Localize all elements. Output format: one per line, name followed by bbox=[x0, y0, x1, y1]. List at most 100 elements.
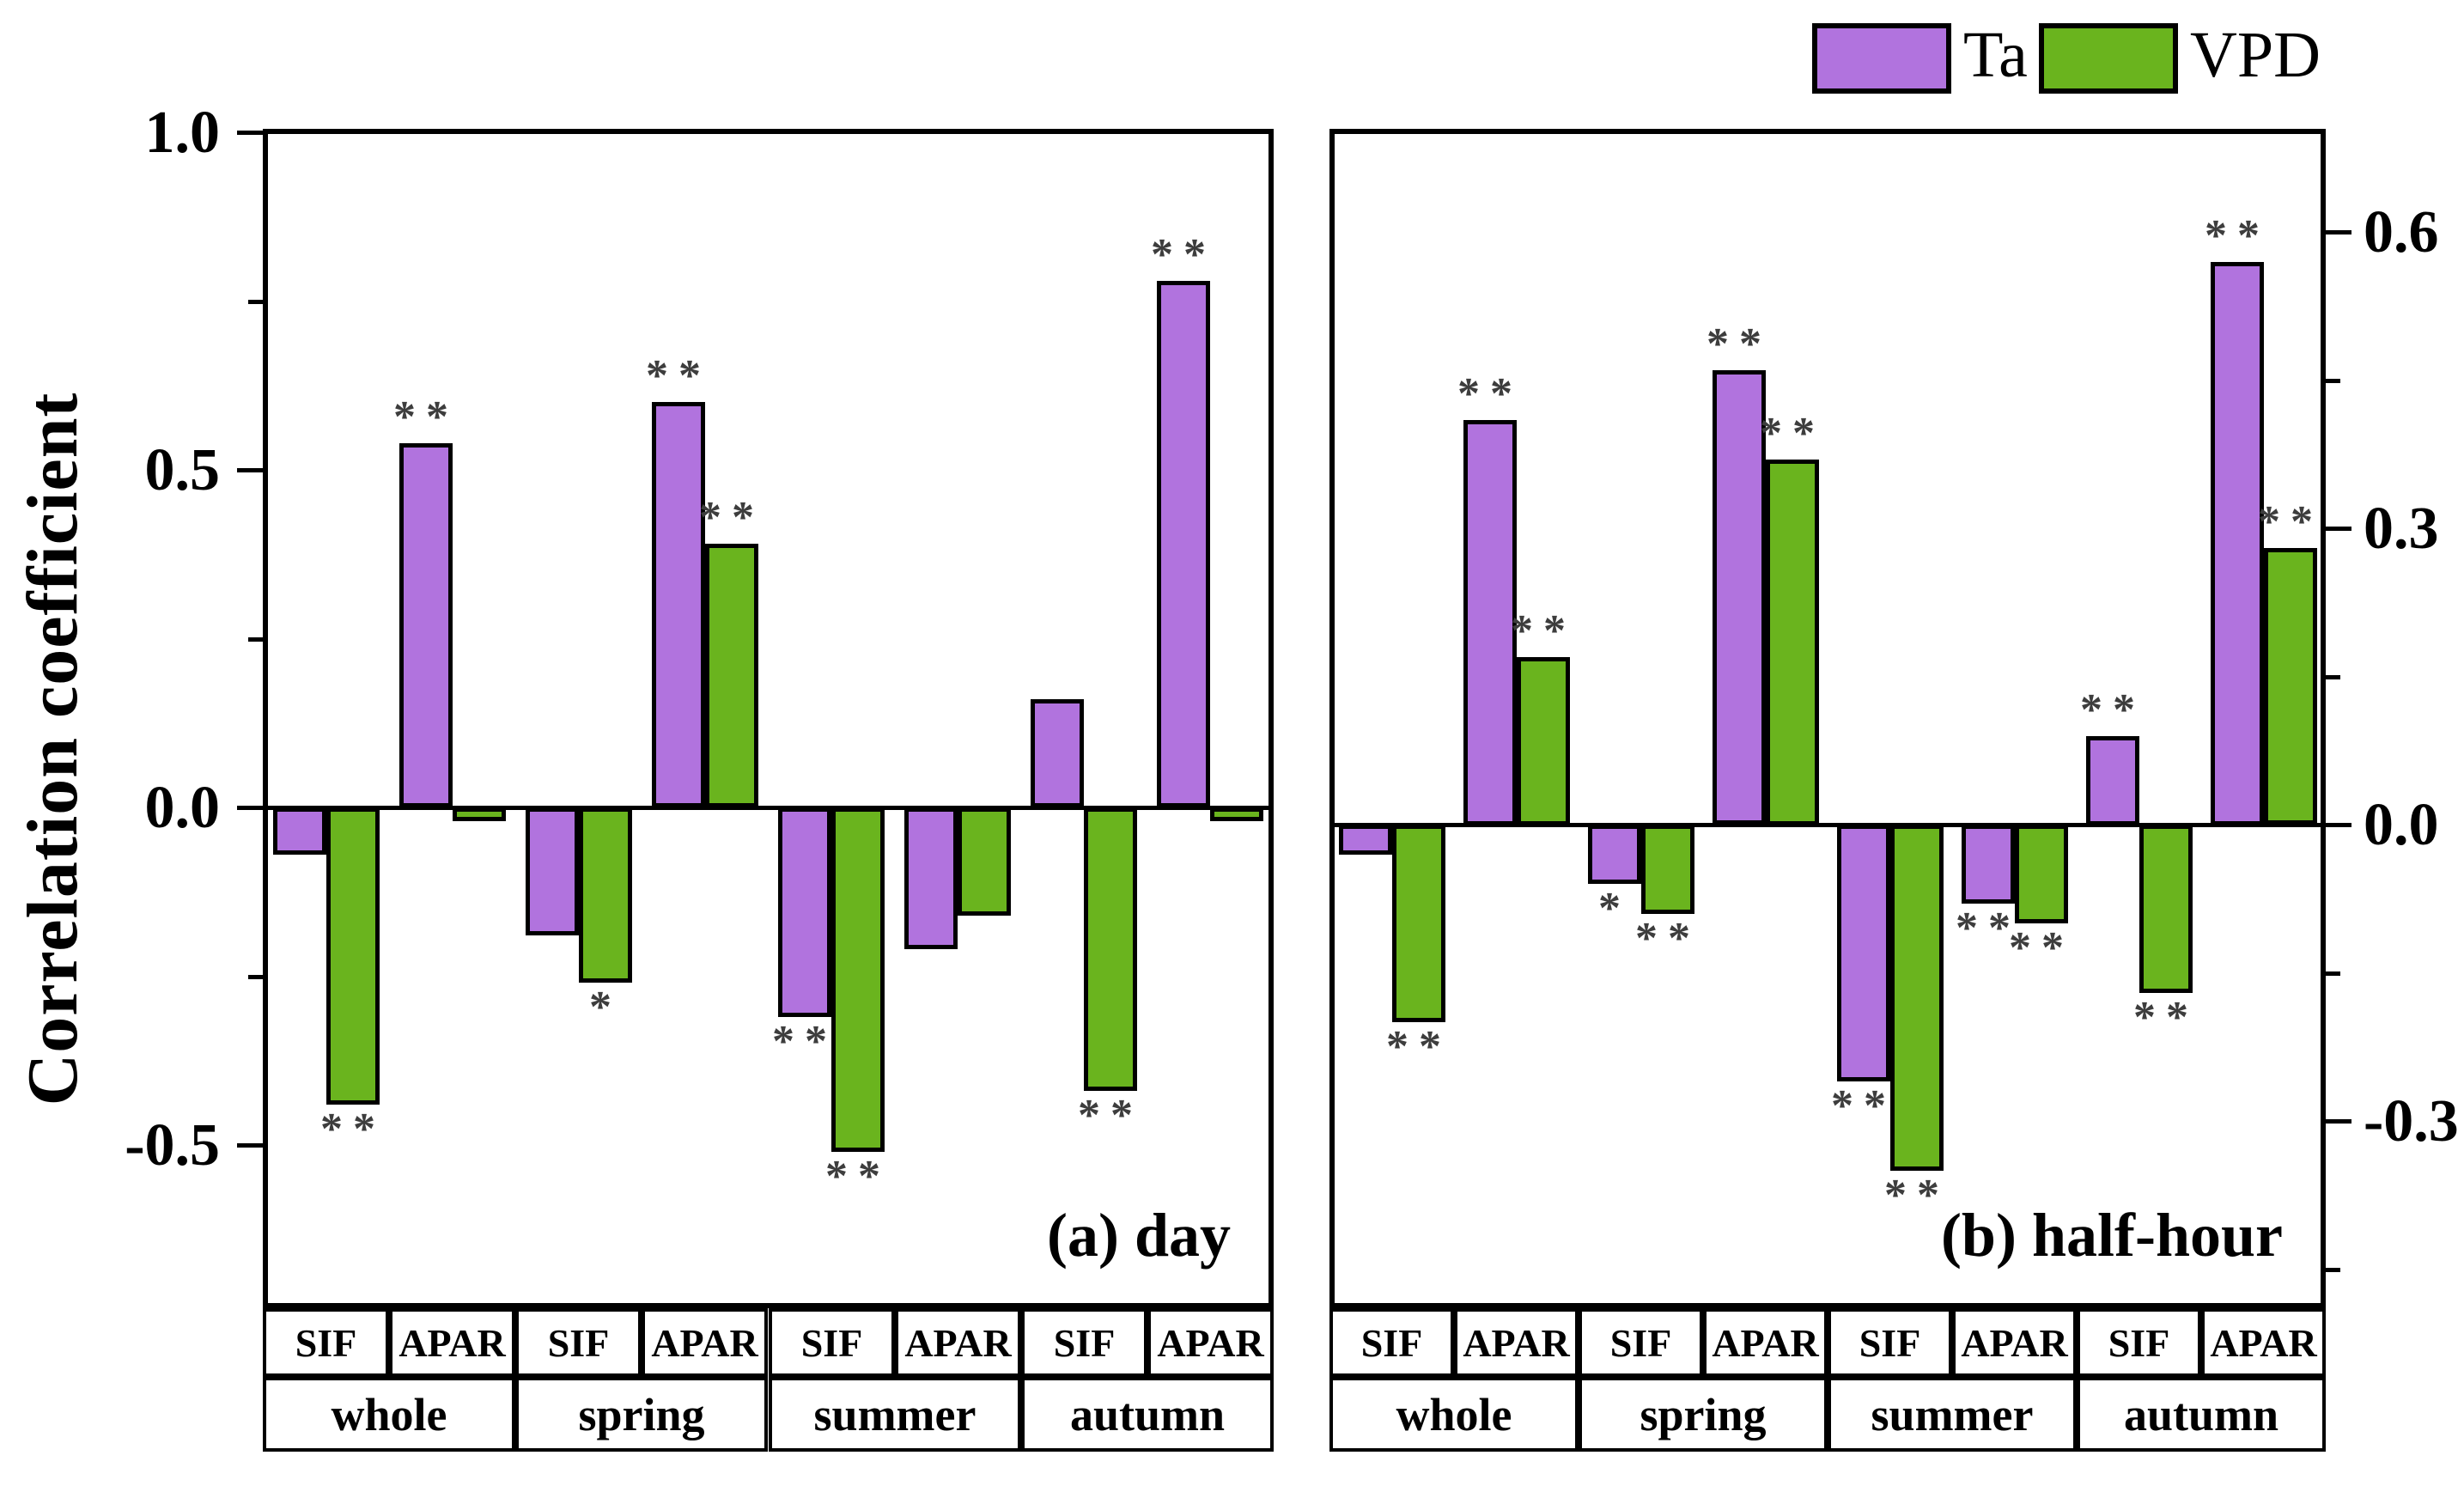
sig-b-summer-apar-ta: ** bbox=[1956, 904, 2021, 953]
bar-b-autumn-sif-vpd bbox=[2139, 825, 2193, 993]
sig-a-autumn-sif-vpd: ** bbox=[1078, 1091, 1143, 1140]
y-tick-label: 0.3 bbox=[2364, 496, 2439, 562]
bar-a-whole-apar-ta bbox=[399, 443, 453, 807]
sig-b-autumn-sif-ta: ** bbox=[2080, 685, 2145, 734]
panel-caption-b: (b) half-hour bbox=[1940, 1201, 2283, 1270]
y-tick-label: -0.5 bbox=[125, 1112, 220, 1178]
y-tick-major bbox=[237, 806, 263, 810]
bar-b-summer-sif-vpd bbox=[1890, 825, 1944, 1171]
sig-a-spring-apar-vpd: ** bbox=[699, 493, 764, 542]
bar-b-autumn-apar-vpd bbox=[2264, 548, 2317, 825]
header-cell-a-sif: SIF bbox=[769, 1308, 895, 1377]
y-tick-major bbox=[2326, 823, 2351, 827]
y-tick-minor bbox=[248, 300, 263, 304]
bar-a-whole-apar-vpd bbox=[453, 807, 506, 821]
y-tick-major bbox=[237, 1143, 263, 1148]
header-cell-b-apar: APAR bbox=[1454, 1308, 1579, 1377]
y-tick-label: 0.5 bbox=[144, 437, 221, 503]
season-cell-a-spring: spring bbox=[515, 1377, 768, 1452]
bar-b-autumn-apar-ta bbox=[2211, 262, 2264, 825]
sig-a-spring-apar-ta: ** bbox=[646, 351, 711, 400]
sig-b-whole-apar-vpd: ** bbox=[1511, 606, 1576, 655]
bar-b-spring-apar-vpd bbox=[1766, 460, 1819, 825]
header-cell-a-sif: SIF bbox=[263, 1308, 389, 1377]
legend-swatch-vpd bbox=[2039, 23, 2178, 94]
bar-b-spring-sif-ta bbox=[1588, 825, 1641, 884]
bar-b-whole-apar-ta bbox=[1463, 420, 1517, 825]
header-cell-b-apar: APAR bbox=[1703, 1308, 1828, 1377]
y-tick-major bbox=[2326, 1119, 2351, 1124]
header-cell-b-sif: SIF bbox=[1329, 1308, 1454, 1377]
sig-b-summer-sif-vpd: ** bbox=[1884, 1171, 1950, 1220]
y-tick-major bbox=[237, 468, 263, 472]
season-cell-a-autumn: autumn bbox=[1021, 1377, 1274, 1452]
sig-a-summer-sif-ta: ** bbox=[772, 1017, 837, 1066]
header-cell-b-sif: SIF bbox=[1828, 1308, 1952, 1377]
bar-b-summer-apar-vpd bbox=[2015, 825, 2068, 923]
y-tick-major bbox=[237, 131, 263, 135]
sig-b-spring-apar-vpd: ** bbox=[1760, 409, 1825, 458]
legend-swatch-ta bbox=[1812, 23, 1951, 94]
header-cell-b-sif: SIF bbox=[1579, 1308, 1703, 1377]
bar-b-whole-sif-ta bbox=[1339, 825, 1392, 855]
panel-caption-a: (a) day bbox=[1047, 1201, 1231, 1270]
y-tick-label: 0.0 bbox=[144, 775, 221, 841]
bar-a-spring-apar-vpd bbox=[705, 544, 758, 807]
bar-a-whole-sif-ta bbox=[273, 807, 326, 855]
sig-b-autumn-sif-vpd: ** bbox=[2133, 993, 2199, 1042]
bar-a-spring-sif-ta bbox=[526, 807, 579, 935]
header-cell-a-apar: APAR bbox=[642, 1308, 768, 1377]
y-tick-minor bbox=[2326, 1268, 2340, 1272]
y-tick-label: 0.0 bbox=[2364, 792, 2439, 858]
sig-b-spring-sif-ta: * bbox=[1598, 884, 1631, 933]
bar-a-whole-sif-vpd bbox=[326, 807, 380, 1105]
y-tick-label: 0.6 bbox=[2364, 199, 2439, 265]
legend-label-vpd: VPD bbox=[2190, 19, 2321, 91]
bar-a-spring-sif-vpd bbox=[579, 807, 632, 983]
season-cell-a-whole: whole bbox=[263, 1377, 515, 1452]
sig-b-whole-apar-ta: ** bbox=[1457, 369, 1523, 418]
panel-a-frame bbox=[263, 129, 1274, 1308]
sig-b-summer-apar-vpd: ** bbox=[2009, 923, 2074, 972]
bar-a-summer-sif-vpd bbox=[831, 807, 885, 1152]
bar-b-spring-apar-ta bbox=[1713, 370, 1766, 825]
bar-a-autumn-apar-ta bbox=[1157, 281, 1210, 807]
bar-a-summer-apar-ta bbox=[904, 807, 958, 949]
y-tick-minor bbox=[2326, 379, 2340, 383]
legend-label-ta: Ta bbox=[1963, 19, 2028, 91]
header-cell-b-apar: APAR bbox=[1952, 1308, 2077, 1377]
y-tick-minor bbox=[2326, 675, 2340, 679]
season-cell-b-spring: spring bbox=[1579, 1377, 1828, 1452]
header-cell-a-sif: SIF bbox=[515, 1308, 642, 1377]
y-tick-label: -0.3 bbox=[2364, 1088, 2459, 1154]
bar-a-autumn-apar-vpd bbox=[1210, 807, 1263, 821]
bar-b-spring-sif-vpd bbox=[1641, 825, 1694, 914]
header-cell-b-sif: SIF bbox=[2077, 1308, 2201, 1377]
sig-b-summer-sif-ta: ** bbox=[1831, 1081, 1896, 1130]
bar-a-autumn-sif-ta bbox=[1031, 699, 1084, 807]
y-tick-major bbox=[2326, 230, 2351, 234]
header-cell-a-apar: APAR bbox=[389, 1308, 515, 1377]
sig-b-spring-sif-vpd: ** bbox=[1635, 914, 1700, 963]
season-cell-b-whole: whole bbox=[1329, 1377, 1579, 1452]
sig-a-autumn-apar-ta: ** bbox=[1151, 230, 1216, 279]
season-cell-b-autumn: autumn bbox=[2077, 1377, 2326, 1452]
bar-a-summer-apar-vpd bbox=[958, 807, 1011, 916]
season-cell-a-summer: summer bbox=[769, 1377, 1021, 1452]
y-axis-title: Correlation coefficient bbox=[13, 392, 93, 1106]
y-tick-minor bbox=[248, 637, 263, 642]
sig-a-whole-apar-ta: ** bbox=[393, 393, 459, 442]
sig-b-autumn-apar-vpd: ** bbox=[2258, 497, 2323, 546]
y-tick-major bbox=[2326, 527, 2351, 531]
sig-b-whole-sif-vpd: ** bbox=[1386, 1022, 1451, 1071]
bar-b-summer-apar-ta bbox=[1962, 825, 2015, 904]
sig-a-whole-sif-vpd: ** bbox=[320, 1105, 386, 1154]
y-tick-minor bbox=[2326, 971, 2340, 976]
sig-a-summer-sif-vpd: ** bbox=[825, 1152, 891, 1201]
bar-b-whole-sif-vpd bbox=[1392, 825, 1445, 1022]
bar-a-autumn-sif-vpd bbox=[1084, 807, 1137, 1091]
header-cell-b-apar: APAR bbox=[2201, 1308, 2326, 1377]
header-cell-a-sif: SIF bbox=[1021, 1308, 1147, 1377]
header-cell-a-apar: APAR bbox=[1147, 1308, 1274, 1377]
